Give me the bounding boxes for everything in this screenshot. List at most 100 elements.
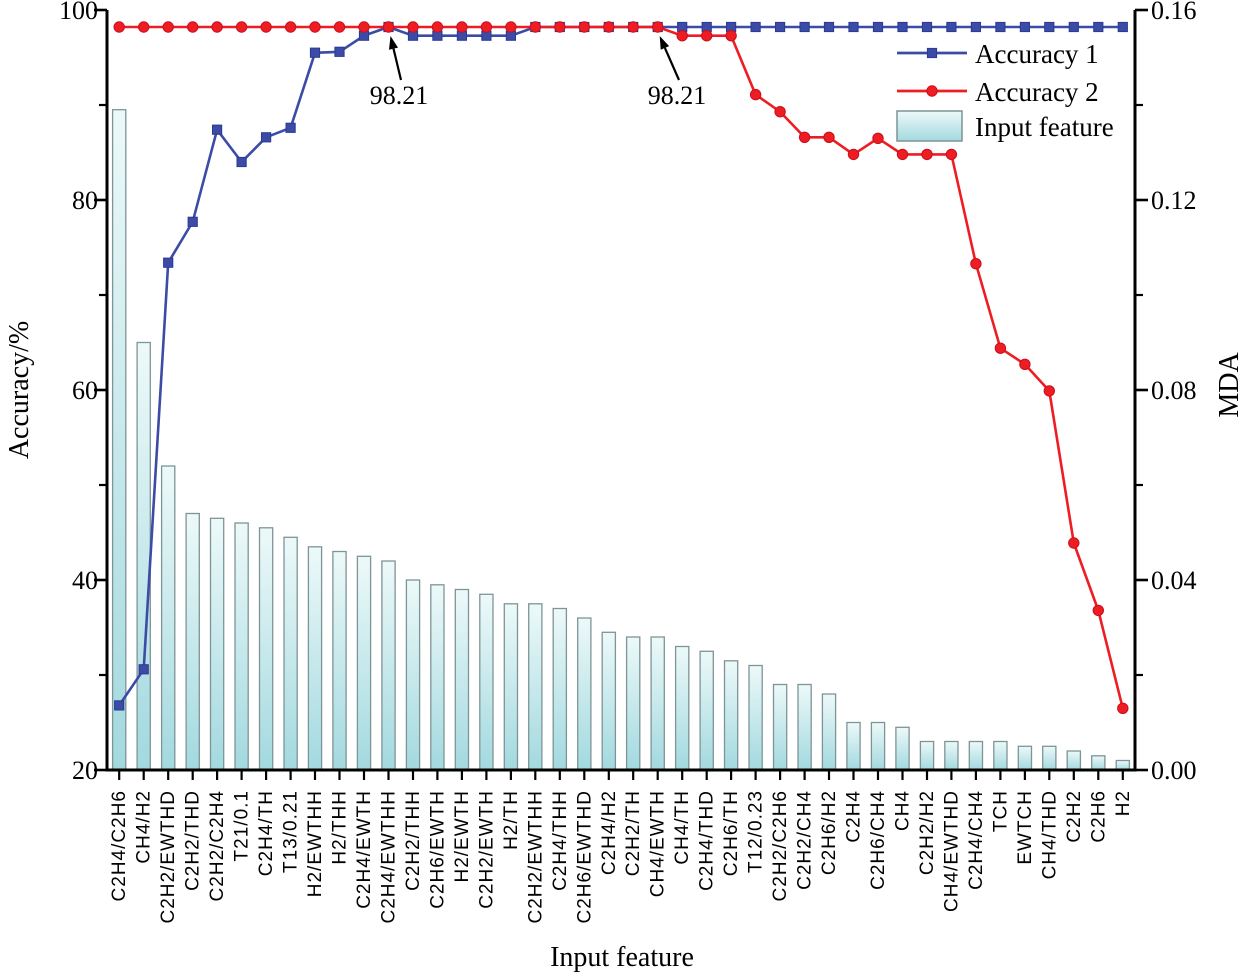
left-tick-label: 60 [72, 376, 98, 405]
accuracy2-point [896, 148, 909, 161]
input-feature-bar [185, 512, 200, 771]
accuracy1-point [334, 46, 345, 57]
x-category-label: C2H2/EWTH [476, 790, 497, 909]
accuracy1-point [799, 21, 810, 33]
annotation-arrowhead [659, 36, 670, 50]
accuracy2-point [382, 21, 395, 33]
x-category-label: C2H6/EWTH [427, 790, 448, 909]
x-category-label: H2 [1113, 790, 1134, 816]
input-feature-bar [1042, 745, 1057, 771]
accuracy2-point [284, 21, 297, 33]
legend-label-accuracy1: Accuracy 1 [975, 39, 1099, 69]
legend-swatch-input-feature [896, 110, 963, 142]
accuracy2-point [970, 258, 982, 270]
input-feature-bar [454, 588, 470, 771]
chart-dynamic-layer: 20 40 60 80 100 0.00 0.04 0.08 0.12 0.16 C2H4/C2H6… [59, 0, 1197, 924]
x-category-label: CH4/TH [672, 790, 693, 865]
x-category-label: C2H2/EWTHH [525, 790, 546, 924]
annotation-arrow [663, 47, 681, 81]
x-category-label: C2H2/EWTHD [158, 790, 179, 924]
x-category-label: C2H4/EWTHH [379, 790, 400, 924]
accuracy2-point [749, 88, 762, 101]
accuracy1-point [138, 664, 149, 675]
left-axis-title: Accuracy/% [4, 321, 35, 459]
accuracy2-point [358, 21, 370, 33]
input-feature-bar [968, 740, 984, 771]
annotation-arrow [392, 48, 403, 81]
left-tick-label: 80 [72, 186, 98, 215]
x-category-label: C2H2/CH4 [795, 790, 816, 890]
accuracy2-point [725, 30, 737, 42]
input-feature-bar [821, 693, 837, 771]
input-feature-bar [234, 522, 249, 771]
accuracy2-point [701, 30, 713, 42]
accuracy2-point [113, 21, 125, 33]
input-feature-bar [601, 631, 617, 771]
input-feature-bar [1066, 750, 1082, 771]
x-category-label: T21/0.1 [232, 790, 253, 861]
x-axis-title: Input feature [550, 942, 694, 973]
x-category-label: C2H6/TH [721, 790, 742, 876]
accuracy1-point [212, 124, 223, 135]
input-feature-bar [405, 579, 421, 771]
input-feature-bar [381, 560, 396, 771]
input-feature-bar [846, 721, 861, 771]
accuracy2-point [162, 21, 174, 33]
accuracy1-point [775, 21, 786, 33]
input-feature-bar [577, 617, 592, 771]
input-feature-bar [944, 740, 959, 771]
accuracy2-point [187, 21, 199, 33]
accuracy1-point [114, 700, 125, 711]
input-feature-bar [111, 109, 127, 771]
accuracy1-point [261, 132, 272, 143]
right-tick-label: 0.00 [1151, 756, 1197, 785]
accuracy1-point [897, 21, 908, 33]
accuracy1-point [1093, 21, 1104, 33]
accuracy2-point [407, 21, 419, 33]
input-feature-bar [528, 603, 543, 771]
x-category-label: CH4/EWTH [648, 790, 669, 897]
accuracy2-point [847, 148, 860, 161]
right-axis-title: MDA [1214, 352, 1245, 418]
accuracy1-point [1068, 21, 1079, 33]
annotation-9821-accuracy2: 98.21 [648, 81, 707, 110]
input-feature-bar [919, 740, 935, 771]
accuracy1-point [872, 21, 884, 33]
x-category-label: C2H4/THH [550, 790, 571, 891]
x-category-label: H2/EWTHH [305, 790, 326, 897]
input-feature-bar [699, 650, 714, 771]
accuracy2-point [431, 21, 444, 33]
accuracy2-point [1117, 702, 1129, 714]
accuracy1-point [1019, 21, 1030, 33]
legend-marker-square [926, 47, 938, 59]
annotation-9821-accuracy1: 98.21 [370, 81, 429, 110]
x-category-label: C2H6/CH4 [868, 790, 889, 890]
accuracy2-point [872, 132, 884, 145]
accuracy2-point [1068, 537, 1080, 549]
x-category-label: T13/0.21 [281, 790, 302, 873]
input-feature-bar [283, 536, 298, 771]
x-category-label: C2H4/CH4 [966, 790, 987, 890]
accuracy1-point [187, 216, 198, 227]
x-category-label: C2H2/THD [183, 790, 204, 891]
accuracy1-point [309, 47, 321, 58]
input-feature-bar [797, 683, 812, 771]
accuracy2-point [652, 21, 664, 33]
x-category-label: H2/THH [330, 790, 351, 865]
accuracy2-point [554, 21, 566, 33]
x-category-label: C2H6 [1088, 790, 1109, 843]
x-category-label: C2H4/H2 [599, 790, 620, 875]
right-tick-label: 0.04 [1151, 566, 1197, 595]
accuracy2-point [333, 21, 346, 33]
accuracy1-point [1117, 21, 1128, 33]
x-category-label: C2H4/C2H6 [109, 790, 130, 901]
input-feature-bar [356, 555, 372, 771]
input-feature-bar [1091, 755, 1106, 771]
accuracy2-point [260, 21, 272, 33]
input-feature-bar [772, 683, 788, 771]
accuracy2-point [138, 21, 150, 33]
right-tick-label: 0.12 [1151, 186, 1197, 215]
input-feature-bar [748, 664, 763, 771]
input-feature-bar [650, 636, 665, 771]
